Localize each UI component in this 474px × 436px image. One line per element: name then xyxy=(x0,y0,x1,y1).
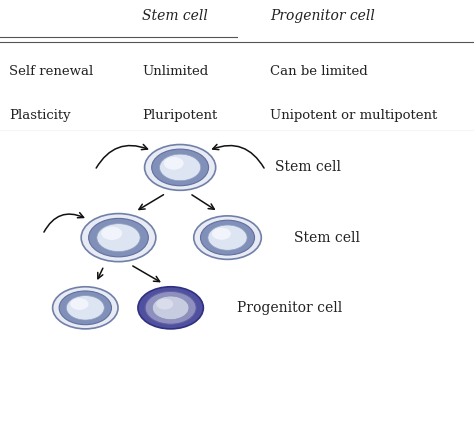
Ellipse shape xyxy=(70,298,89,310)
Ellipse shape xyxy=(59,291,111,325)
Text: Progenitor cell: Progenitor cell xyxy=(270,9,375,23)
Ellipse shape xyxy=(156,299,173,310)
Text: Unipotent or multipotent: Unipotent or multipotent xyxy=(270,109,438,122)
Ellipse shape xyxy=(89,218,148,257)
Text: Stem cell: Stem cell xyxy=(275,160,341,174)
FancyArrowPatch shape xyxy=(96,144,147,168)
Ellipse shape xyxy=(53,287,118,329)
Ellipse shape xyxy=(97,224,140,252)
Ellipse shape xyxy=(66,296,104,320)
Ellipse shape xyxy=(138,287,203,329)
Text: Pluripotent: Pluripotent xyxy=(142,109,218,122)
Text: Plasticity: Plasticity xyxy=(9,109,71,122)
Ellipse shape xyxy=(212,228,231,240)
Text: Stem cell: Stem cell xyxy=(294,231,360,245)
Text: Can be limited: Can be limited xyxy=(270,65,368,78)
Ellipse shape xyxy=(145,144,216,190)
Text: Progenitor cell: Progenitor cell xyxy=(237,301,342,315)
Ellipse shape xyxy=(159,154,201,181)
Ellipse shape xyxy=(208,225,247,250)
Ellipse shape xyxy=(194,216,261,259)
Ellipse shape xyxy=(152,149,209,186)
Ellipse shape xyxy=(152,296,189,320)
Ellipse shape xyxy=(201,220,255,255)
FancyArrowPatch shape xyxy=(44,213,83,232)
Ellipse shape xyxy=(101,227,122,240)
Text: Unlimited: Unlimited xyxy=(142,65,209,78)
Ellipse shape xyxy=(164,157,184,170)
Text: Self renewal: Self renewal xyxy=(9,65,94,78)
Text: Stem cell: Stem cell xyxy=(142,9,208,23)
Ellipse shape xyxy=(145,291,196,324)
FancyArrowPatch shape xyxy=(213,144,264,168)
Ellipse shape xyxy=(81,214,156,262)
